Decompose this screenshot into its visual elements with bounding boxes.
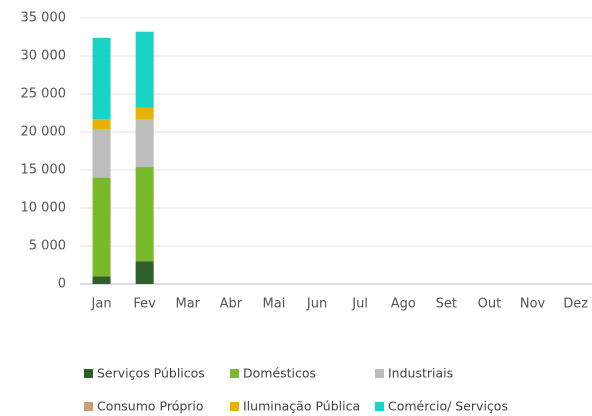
y-tick-label: 30 000 (21, 49, 67, 64)
x-tick-label: Fev (133, 297, 156, 312)
x-tick-label: Mai (263, 297, 286, 312)
bar-segment (135, 119, 154, 167)
legend-label: Industriais (388, 366, 453, 381)
y-tick-label: 0 (58, 277, 66, 292)
x-tick-label: Abr (220, 297, 243, 312)
bar-segment (92, 37, 111, 120)
bar-segment (92, 119, 111, 129)
x-tick-label: Dez (563, 297, 588, 312)
legend-label: Domésticos (243, 366, 316, 381)
legend-label: Iluminação Pública (243, 399, 360, 414)
bar-segment (92, 276, 111, 284)
x-tick-label: Jul (351, 297, 368, 312)
legend-label: Comércio/ Serviços (388, 399, 508, 414)
x-tick-label: Jan (91, 297, 112, 312)
y-tick-label: 15 000 (21, 163, 67, 178)
legend-swatch (375, 369, 384, 378)
legend-label: Consumo Próprio (97, 399, 204, 414)
y-tick-label: 25 000 (21, 87, 67, 102)
bar-segment (135, 107, 154, 120)
bar-segment (135, 166, 154, 262)
y-tick-label: 20 000 (21, 125, 67, 140)
y-tick-label: 5 000 (29, 239, 66, 254)
y-tick-label: 35 000 (21, 11, 67, 26)
legend-swatch (84, 369, 93, 378)
x-tick-label: Set (436, 297, 457, 312)
x-tick-label: Out (478, 297, 502, 312)
x-tick-label: Nov (520, 297, 546, 312)
legend-swatch (230, 402, 239, 411)
legend-swatch (84, 402, 93, 411)
bar-segment (135, 261, 154, 284)
bar-segment (92, 177, 111, 277)
bar-segment (92, 128, 111, 178)
bar-segment (135, 31, 154, 108)
y-tick-label: 10 000 (21, 201, 67, 216)
legend-label: Serviços Públicos (97, 366, 205, 381)
x-tick-label: Mar (175, 297, 200, 312)
x-tick-label: Jun (306, 297, 327, 312)
legend-swatch (375, 402, 384, 411)
x-tick-label: Ago (391, 297, 416, 312)
legend-swatch (230, 369, 239, 378)
